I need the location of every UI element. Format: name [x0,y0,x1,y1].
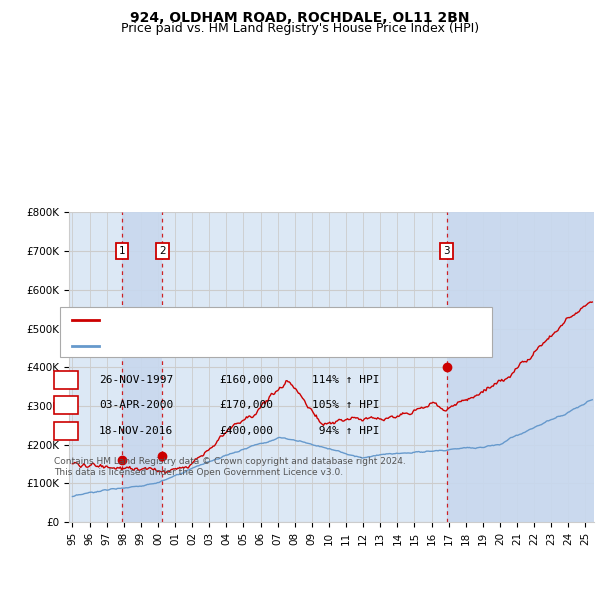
Text: 18-NOV-2016: 18-NOV-2016 [99,426,173,435]
Bar [447,212,594,522]
Text: HPI: Average price, detached house, Rochdale: HPI: Average price, detached house, Roch… [105,342,346,351]
Text: 924, OLDHAM ROAD, ROCHDALE, OL11 2BN: 924, OLDHAM ROAD, ROCHDALE, OL11 2BN [130,11,470,25]
Text: 114% ↑ HPI: 114% ↑ HPI [312,375,380,385]
Text: £160,000: £160,000 [219,375,273,385]
Text: £170,000: £170,000 [219,401,273,410]
Text: 924, OLDHAM ROAD, ROCHDALE, OL11 2BN (detached house): 924, OLDHAM ROAD, ROCHDALE, OL11 2BN (de… [105,315,429,324]
Text: 3: 3 [443,246,450,256]
Text: Contains HM Land Registry data © Crown copyright and database right 2024.
This d: Contains HM Land Registry data © Crown c… [54,457,406,477]
Text: 2: 2 [62,401,70,410]
Text: 26-NOV-1997: 26-NOV-1997 [99,375,173,385]
Text: 2: 2 [159,246,166,256]
Text: Price paid vs. HM Land Registry's House Price Index (HPI): Price paid vs. HM Land Registry's House … [121,22,479,35]
Text: 3: 3 [62,426,70,435]
Text: 1: 1 [119,246,125,256]
Bar [122,212,162,522]
Text: 1: 1 [62,375,70,385]
Text: 94% ↑ HPI: 94% ↑ HPI [312,426,380,435]
Text: £400,000: £400,000 [219,426,273,435]
Text: 03-APR-2000: 03-APR-2000 [99,401,173,410]
Text: 105% ↑ HPI: 105% ↑ HPI [312,401,380,410]
